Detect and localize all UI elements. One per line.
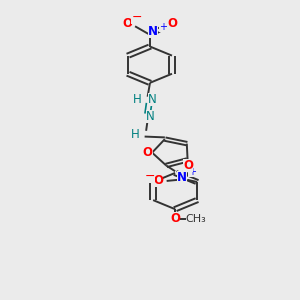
Text: O: O <box>153 174 163 188</box>
Text: N: N <box>146 110 154 123</box>
Text: +: + <box>188 167 196 177</box>
Text: −: − <box>145 170 155 183</box>
Text: O: O <box>123 16 133 30</box>
Text: H: H <box>131 128 140 140</box>
Text: N: N <box>148 25 158 38</box>
Text: O: O <box>183 160 193 172</box>
Text: +: + <box>159 22 167 32</box>
Text: O: O <box>170 212 180 225</box>
Text: H: H <box>133 93 142 106</box>
Text: O: O <box>142 146 153 159</box>
Text: −: − <box>131 11 142 24</box>
Text: N: N <box>148 93 157 106</box>
Text: CH₃: CH₃ <box>186 214 206 224</box>
Text: O: O <box>167 16 177 30</box>
Text: N: N <box>177 171 187 184</box>
